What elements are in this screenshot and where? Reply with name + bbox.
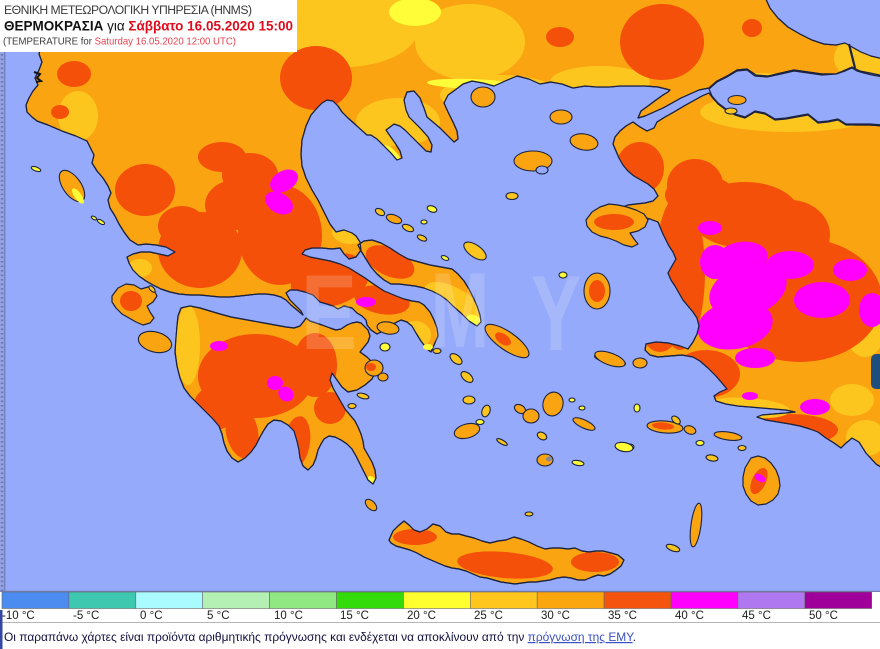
svg-text:-5 °C: -5 °C	[73, 610, 99, 622]
svg-text:E: E	[301, 252, 357, 372]
svg-text:10 °C: 10 °C	[274, 610, 303, 622]
svg-text:30 °C: 30 °C	[541, 610, 570, 622]
svg-text:M: M	[431, 250, 489, 370]
svg-text:40 °C: 40 °C	[675, 610, 704, 622]
svg-text:20 °C: 20 °C	[407, 610, 436, 622]
svg-text:45 °C: 45 °C	[742, 610, 771, 622]
svg-text:0 °C: 0 °C	[140, 610, 163, 622]
svg-text:15 °C: 15 °C	[340, 610, 369, 622]
svg-text:ΘΕΡΜΟΚΡΑΣΙΑ για Σάββατο 16.05.: ΘΕΡΜΟΚΡΑΣΙΑ για Σάββατο 16.05.2020 15:00	[4, 18, 293, 34]
svg-text:35 °C: 35 °C	[608, 610, 637, 622]
svg-text:Οι παραπάνω χάρτες είναι προϊό: Οι παραπάνω χάρτες είναι προϊόντα αριθμη…	[4, 630, 636, 644]
svg-text:Y: Y	[531, 253, 581, 373]
svg-text:-10 °C: -10 °C	[2, 610, 35, 622]
svg-text:50 °C: 50 °C	[809, 610, 838, 622]
svg-text:5 °C: 5 °C	[207, 610, 230, 622]
svg-text:(TEMPERATURE for Saturday 16.0: (TEMPERATURE for Saturday 16.05.2020 12:…	[3, 37, 236, 48]
svg-text:25 °C: 25 °C	[474, 610, 503, 622]
svg-text:ΕΘΝΙΚΗ ΜΕΤΕΩΡΟΛΟΓΙΚΗ ΥΠΗΡΕΣΙΑ: ΕΘΝΙΚΗ ΜΕΤΕΩΡΟΛΟΓΙΚΗ ΥΠΗΡΕΣΙΑ (HNMS)	[4, 3, 252, 17]
